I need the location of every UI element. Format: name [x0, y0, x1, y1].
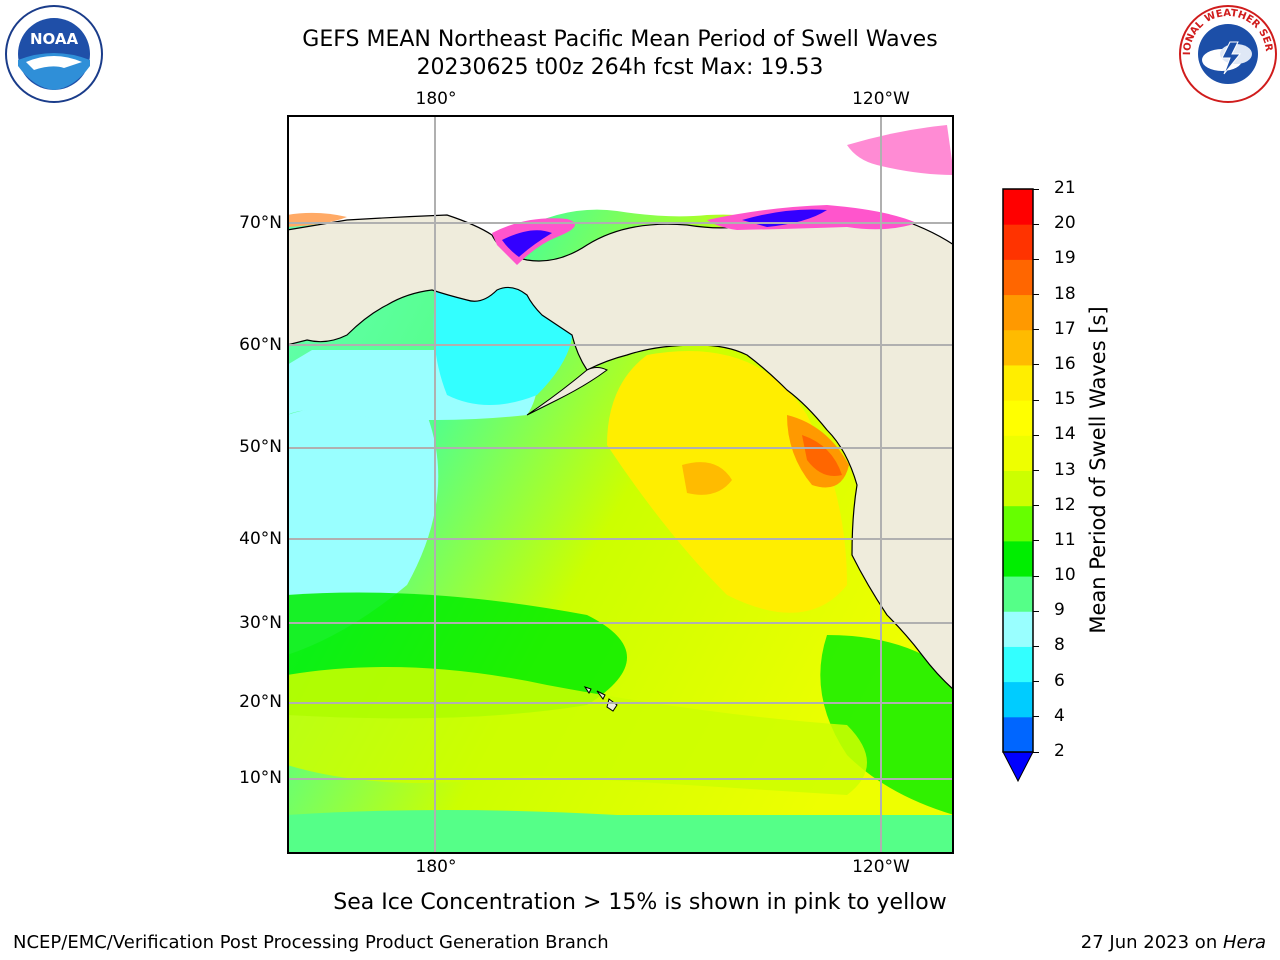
colorbar-tick-mark: [1033, 258, 1039, 260]
lat-label-30n: 30°N: [239, 613, 282, 633]
colorbar-segment: [1003, 540, 1033, 577]
colorbar-segment: [1003, 681, 1033, 718]
field-region-green-south: [287, 810, 954, 854]
chart-title: GEFS MEAN Northeast Pacific Mean Period …: [302, 27, 938, 52]
colorbar-segment: [1003, 329, 1033, 366]
lat-label-20n: 20°N: [239, 692, 282, 712]
colorbar-tick-label: 18: [1054, 283, 1076, 304]
footer-host: Hera: [1222, 932, 1266, 953]
colorbar-tick-label: 16: [1054, 353, 1076, 374]
footer-date: 27 Jun 2023 on Hera: [1081, 932, 1266, 953]
field-region-orange-patch: [682, 462, 732, 495]
colorbar-segment: [1003, 470, 1033, 507]
colorbar-segment: [1003, 294, 1033, 331]
colorbar-tick-label: 10: [1054, 565, 1076, 586]
colorbar-segment: [1003, 364, 1033, 401]
colorbar-segment: [1003, 435, 1033, 471]
colorbar-tick-label: 2: [1054, 741, 1065, 761]
colorbar-segment: [1003, 224, 1033, 260]
lon-label-top-120w: 120°W: [852, 89, 910, 109]
colorbar-segment: [1003, 259, 1033, 296]
lon-label-top-180: 180°: [415, 89, 457, 109]
colorbar-tick-label: 14: [1054, 424, 1076, 445]
colorbar-tick-label: 4: [1054, 705, 1065, 726]
hawaii-islands: [583, 686, 618, 712]
colorbar-tick-mark: [1033, 610, 1039, 612]
field-region-yellow-green: [287, 667, 867, 795]
colorbar-tick-label: 9: [1054, 600, 1065, 621]
colorbar-tick-mark: [1033, 434, 1039, 436]
colorbar-tick-label: 19: [1054, 248, 1076, 269]
colorbar-segment: [1003, 716, 1033, 753]
colorbar-segment: [1003, 576, 1033, 612]
colorbar-tick-label: 12: [1054, 494, 1076, 515]
lat-label-10n: 10°N: [239, 768, 282, 788]
noaa-logo-text: NOAA: [30, 30, 79, 48]
lon-label-bottom-180: 180°: [415, 857, 457, 877]
colorbar-tick-mark: [1033, 294, 1039, 296]
colorbar-segment: [1003, 611, 1033, 647]
colorbar-tick-mark: [1033, 223, 1039, 225]
sea-ice-chukchi-core: [502, 230, 552, 257]
colorbar-title: Mean Period of Swell Waves [s]: [1086, 306, 1110, 634]
colorbar-tick-mark: [1033, 751, 1039, 753]
colorbar-tick-label: 6: [1054, 670, 1065, 691]
land-north-america-asia: [286, 210, 955, 692]
colorbar-tick-label: 11: [1054, 529, 1076, 550]
footer-credit: NCEP/EMC/Verification Post Processing Pr…: [13, 932, 609, 953]
colorbar-tick-label: 17: [1054, 318, 1076, 339]
field-region-orange-red: [802, 435, 842, 476]
colorbar-tick-mark: [1033, 540, 1039, 542]
colorbar-tick-mark: [1033, 575, 1039, 577]
colorbar-tick-label: 8: [1054, 635, 1065, 656]
lat-label-60n: 60°N: [239, 335, 282, 355]
sea-ice-archipelago: [847, 125, 954, 175]
noaa-logo: NOAA: [4, 4, 104, 104]
sea-ice-note: Sea Ice Concentration > 15% is shown in …: [333, 890, 947, 915]
lat-label-50n: 50°N: [239, 437, 282, 457]
graticule: [287, 115, 954, 854]
colorbar-tick-mark: [1033, 329, 1039, 331]
field-region-green-east: [820, 635, 954, 815]
colorbar-tick-mark: [1033, 505, 1039, 507]
colorbar-tick-mark: [1033, 645, 1039, 647]
colorbar-tick-mark: [1033, 188, 1039, 190]
colorbar-segment: [1003, 189, 1033, 225]
alaska-peninsula: [526, 367, 608, 416]
colorbar-tick-mark: [1033, 716, 1039, 718]
colorbar-segment: [1003, 400, 1033, 436]
lon-label-bottom-120w: 120°W: [852, 857, 910, 877]
colorbar-segment: [1003, 505, 1033, 542]
colorbar-extend-triangle: [1002, 751, 1034, 783]
footer-date-text: 27 Jun 2023 on: [1080, 932, 1223, 953]
colorbar-tick-label: 15: [1054, 389, 1076, 410]
colorbar: [1002, 188, 1034, 783]
colorbar-tick-mark: [1033, 470, 1039, 471]
field-region-light-cyan: [287, 405, 439, 655]
lat-label-70n: 70°N: [239, 213, 282, 233]
colorbar-tick-mark: [1033, 681, 1039, 683]
colorbar-tick-label: 13: [1054, 459, 1076, 480]
colorbar-tick-label: 20: [1054, 213, 1076, 234]
colorbar-tick-mark: [1033, 399, 1039, 401]
swell-period-map: [286, 115, 955, 854]
chart-subtitle: 20230625 t00z 264h fcst Max: 19.53: [416, 55, 824, 80]
map-frame: [287, 115, 954, 854]
colorbar-tick-label: 21: [1054, 178, 1076, 198]
nws-logo: NATIONAL WEATHER SERVICE: [1174, 0, 1278, 104]
colorbar-segment: [1003, 646, 1033, 683]
colorbar-tick-mark: [1033, 364, 1039, 366]
lat-label-40n: 40°N: [239, 529, 282, 549]
